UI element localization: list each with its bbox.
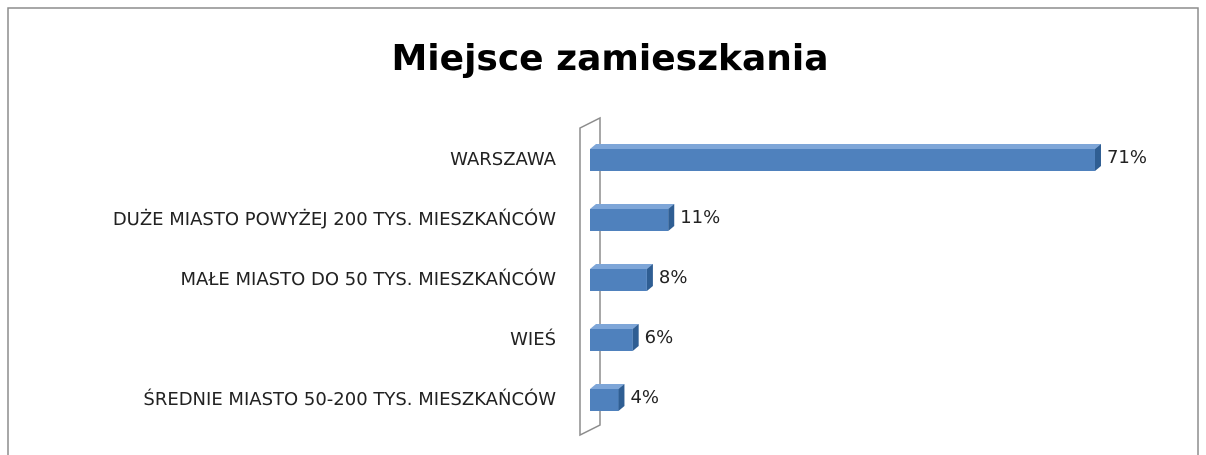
y-tick-label: WARSZAWA <box>450 149 557 170</box>
bar-side <box>646 264 653 291</box>
y-tick-label: WIEŚ <box>510 328 556 350</box>
bar <box>590 329 633 351</box>
y-tick-label: MAŁE MIASTO DO 50 TYS. MIESZKAŃCÓW <box>180 268 556 290</box>
bar <box>590 269 647 291</box>
data-label: 11% <box>680 207 720 228</box>
data-label: 8% <box>659 267 688 288</box>
bar <box>590 389 619 411</box>
bar-side <box>632 324 639 351</box>
y-tick-label: ŚREDNIE MIASTO 50-200 TYS. MIESZKAŃCÓW <box>143 388 556 410</box>
bar-top <box>590 384 625 389</box>
data-label: 4% <box>630 387 659 408</box>
bar-side <box>618 384 625 411</box>
chart-frame <box>7 7 1199 455</box>
bar-side <box>1094 144 1101 171</box>
bar <box>590 209 669 231</box>
chart-title: Miejsce zamieszkania <box>391 38 828 79</box>
bar-top <box>590 264 653 269</box>
bar-top <box>590 324 639 329</box>
data-label: 71% <box>1107 147 1147 168</box>
bar <box>590 149 1095 171</box>
bar-top <box>590 144 1101 149</box>
data-label: 6% <box>645 327 674 348</box>
bar-top <box>590 204 675 209</box>
y-tick-label: DUŻE MIASTO POWYŻEJ 200 TYS. MIESZKAŃCÓW <box>113 208 556 230</box>
bar-side <box>668 204 675 231</box>
